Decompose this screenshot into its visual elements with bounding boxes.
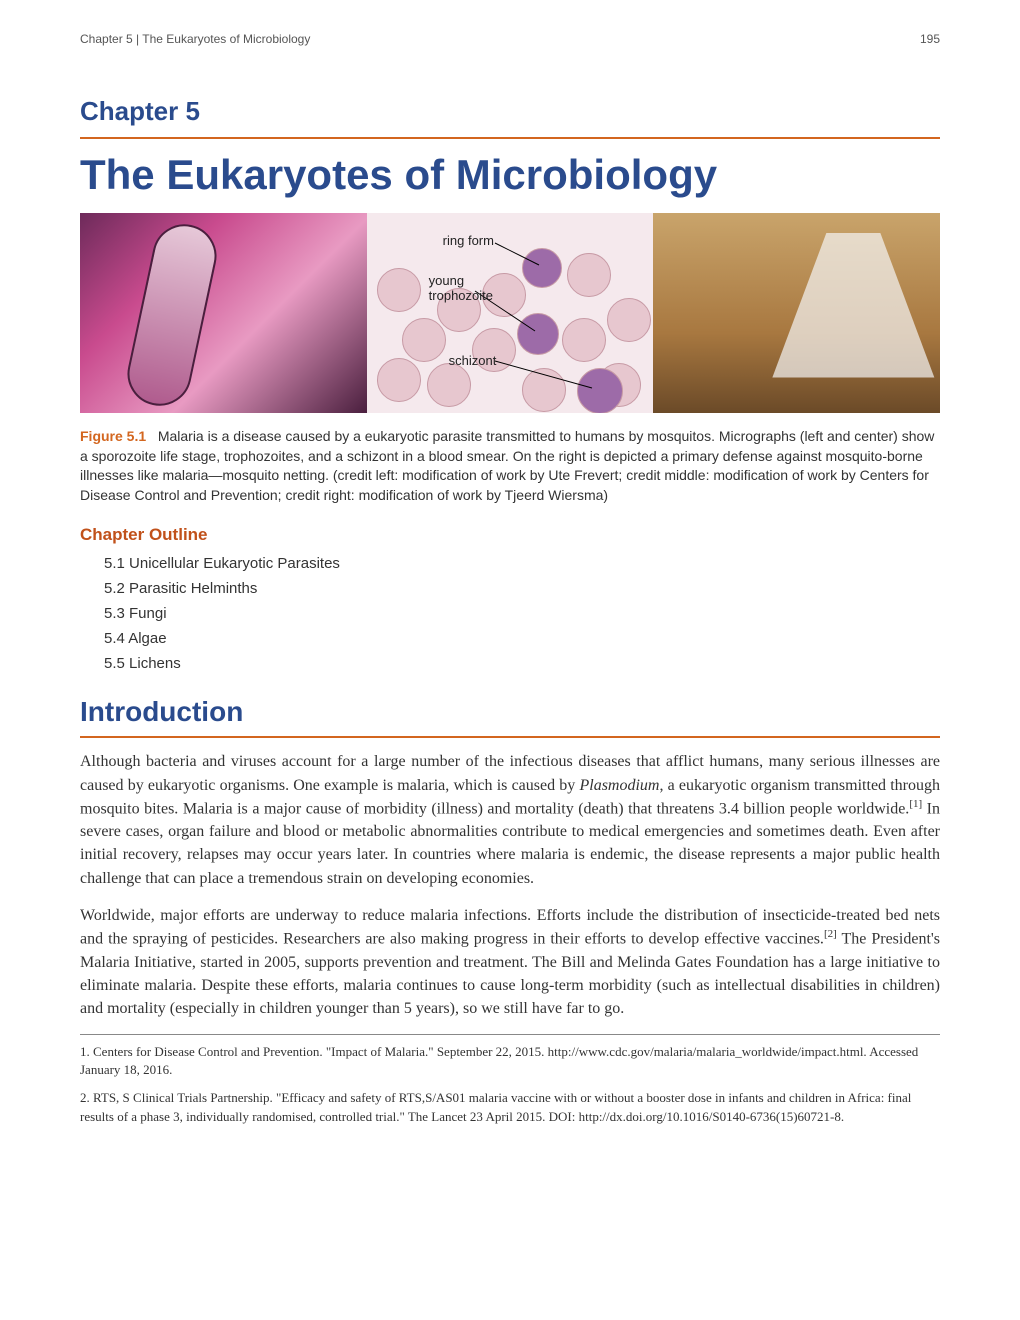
- figure-panel-center: ring form young trophozoite schizont: [367, 213, 654, 413]
- running-header: Chapter 5 | The Eukaryotes of Microbiolo…: [80, 32, 940, 46]
- outline-item: 5.5 Lichens: [104, 655, 940, 672]
- page-number: 195: [920, 32, 940, 46]
- intro-paragraph-1: Although bacteria and viruses account fo…: [80, 750, 940, 889]
- footnote-ref-1: [1]: [909, 798, 922, 810]
- intro-paragraph-2: Worldwide, major efforts are underway to…: [80, 904, 940, 1020]
- page: Chapter 5 | The Eukaryotes of Microbiolo…: [0, 0, 1020, 1320]
- figure-caption: Figure 5.1 Malaria is a disease caused b…: [80, 427, 940, 505]
- running-title: Chapter 5 | The Eukaryotes of Microbiolo…: [80, 32, 310, 46]
- figure-caption-text: Malaria is a disease caused by a eukaryo…: [80, 428, 934, 503]
- chapter-rule: [80, 137, 940, 139]
- chapter-label: Chapter 5: [80, 96, 940, 127]
- figure-label-young: young trophozoite: [429, 273, 493, 303]
- chapter-title: The Eukaryotes of Microbiology: [80, 151, 940, 199]
- outline-item: 5.4 Algae: [104, 630, 940, 647]
- outline-item: 5.3 Fungi: [104, 605, 940, 622]
- figure-number: Figure 5.1: [80, 428, 146, 444]
- introduction-heading: Introduction: [80, 696, 940, 728]
- footnote-rule: [80, 1034, 940, 1035]
- footnote-ref-2: [2]: [824, 928, 837, 940]
- footnote-2: 2. RTS, S Clinical Trials Partnership. "…: [80, 1089, 940, 1125]
- figure-label-ring: ring form: [443, 233, 494, 248]
- outline-list: 5.1 Unicellular Eukaryotic Parasites 5.2…: [80, 555, 940, 672]
- outline-item: 5.1 Unicellular Eukaryotic Parasites: [104, 555, 940, 572]
- introduction-rule: [80, 736, 940, 738]
- figure-panel-right: [653, 213, 940, 413]
- annotation-lines: [367, 213, 653, 413]
- footnote-1: 1. Centers for Disease Control and Preve…: [80, 1043, 940, 1079]
- outline-heading: Chapter Outline: [80, 525, 940, 545]
- figure-label-schizont: schizont: [449, 353, 497, 368]
- figure-panel-left: [80, 213, 367, 413]
- figure-row: ring form young trophozoite schizont: [80, 213, 940, 413]
- mosquito-net: [763, 233, 940, 403]
- outline-item: 5.2 Parasitic Helminths: [104, 580, 940, 597]
